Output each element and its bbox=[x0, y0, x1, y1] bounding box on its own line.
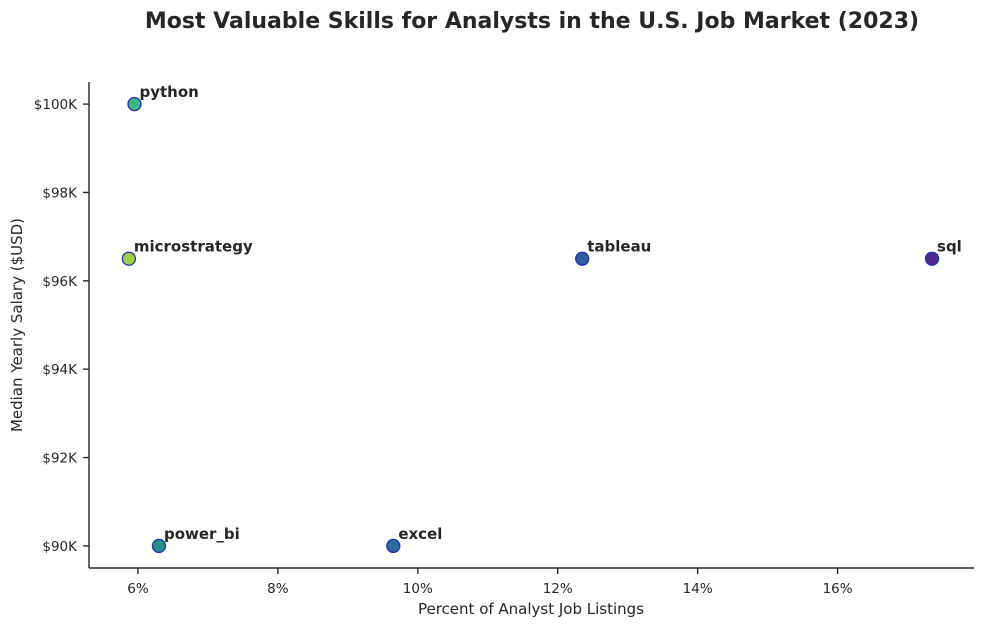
y-tick-label: $98K bbox=[42, 185, 78, 201]
y-tick-label: $96K bbox=[42, 274, 78, 290]
y-axis-label: Median Yearly Salary ($USD) bbox=[8, 218, 26, 432]
data-point-microstrategy bbox=[121, 251, 137, 266]
data-point-sql bbox=[924, 251, 940, 266]
data-points bbox=[121, 96, 940, 554]
x-axis-label: Percent of Analyst Job Listings bbox=[418, 600, 644, 618]
x-tick-label: 12% bbox=[543, 581, 573, 597]
data-point-label-microstrategy: microstrategy bbox=[134, 238, 253, 256]
data-point-python bbox=[127, 96, 142, 112]
data-point-tableau bbox=[575, 251, 590, 266]
y-tick-label: $90K bbox=[42, 539, 78, 555]
chart-title: Most Valuable Skills for Analysts in the… bbox=[145, 9, 919, 34]
x-tick-label: 10% bbox=[403, 581, 433, 597]
data-point-excel bbox=[386, 538, 401, 554]
x-tick-label: 6% bbox=[127, 581, 149, 597]
x-tick-label: 16% bbox=[823, 581, 853, 597]
data-point-label-sql: sql bbox=[937, 238, 962, 256]
data-point-label-power-bi: power_bi bbox=[164, 525, 240, 543]
data-point-label-python: python bbox=[139, 83, 198, 101]
y-tick-label: $94K bbox=[42, 362, 78, 378]
y-axis-ticks: $90K $92K $94K $96K $98K $100K bbox=[34, 97, 89, 555]
x-axis-ticks: 6% 8% 10% 12% 14% 16% bbox=[127, 568, 853, 597]
data-point-label-tableau: tableau bbox=[587, 238, 651, 256]
x-tick-label: 14% bbox=[683, 581, 713, 597]
y-tick-label: $100K bbox=[34, 97, 78, 113]
y-tick-label: $92K bbox=[42, 451, 78, 467]
data-point-label-excel: excel bbox=[398, 525, 442, 543]
data-point-labels: python microstrategy tableau sql power_bi exc… bbox=[134, 83, 962, 543]
data-point-power-bi bbox=[151, 538, 167, 554]
x-tick-label: 8% bbox=[267, 581, 289, 597]
